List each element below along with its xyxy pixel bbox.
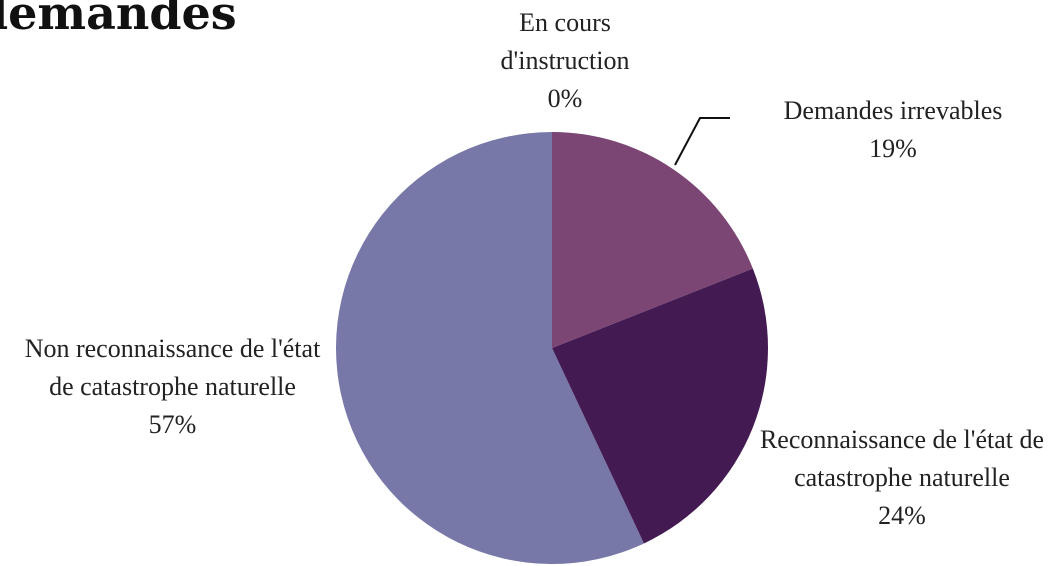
value-label: 24% bbox=[878, 501, 926, 530]
value-label: 19% bbox=[869, 134, 917, 163]
category-label: Reconnaissance de l'état de catastrophe … bbox=[759, 425, 1045, 492]
value-label: 57% bbox=[148, 410, 197, 439]
pie-slice bbox=[552, 132, 753, 348]
category-label: En cours d'instruction bbox=[500, 8, 630, 75]
chart-title: demandes bbox=[0, 0, 237, 40]
slice-label: Reconnaissance de l'état de catastrophe … bbox=[752, 421, 1052, 535]
category-label: Demandes irrevables bbox=[783, 96, 1003, 125]
value-label: 0% bbox=[547, 84, 583, 113]
leader-line bbox=[674, 117, 730, 166]
slice-label: En cours d'instruction 0% bbox=[465, 4, 665, 118]
pie-slice bbox=[335, 132, 644, 564]
pie-slice bbox=[552, 268, 768, 544]
slice-label: Non reconnaissance de l'état de catastro… bbox=[10, 330, 335, 444]
category-label: Non reconnaissance de l'état de catastro… bbox=[24, 334, 321, 401]
slice-label: Demandes irrevables 19% bbox=[728, 92, 1057, 168]
